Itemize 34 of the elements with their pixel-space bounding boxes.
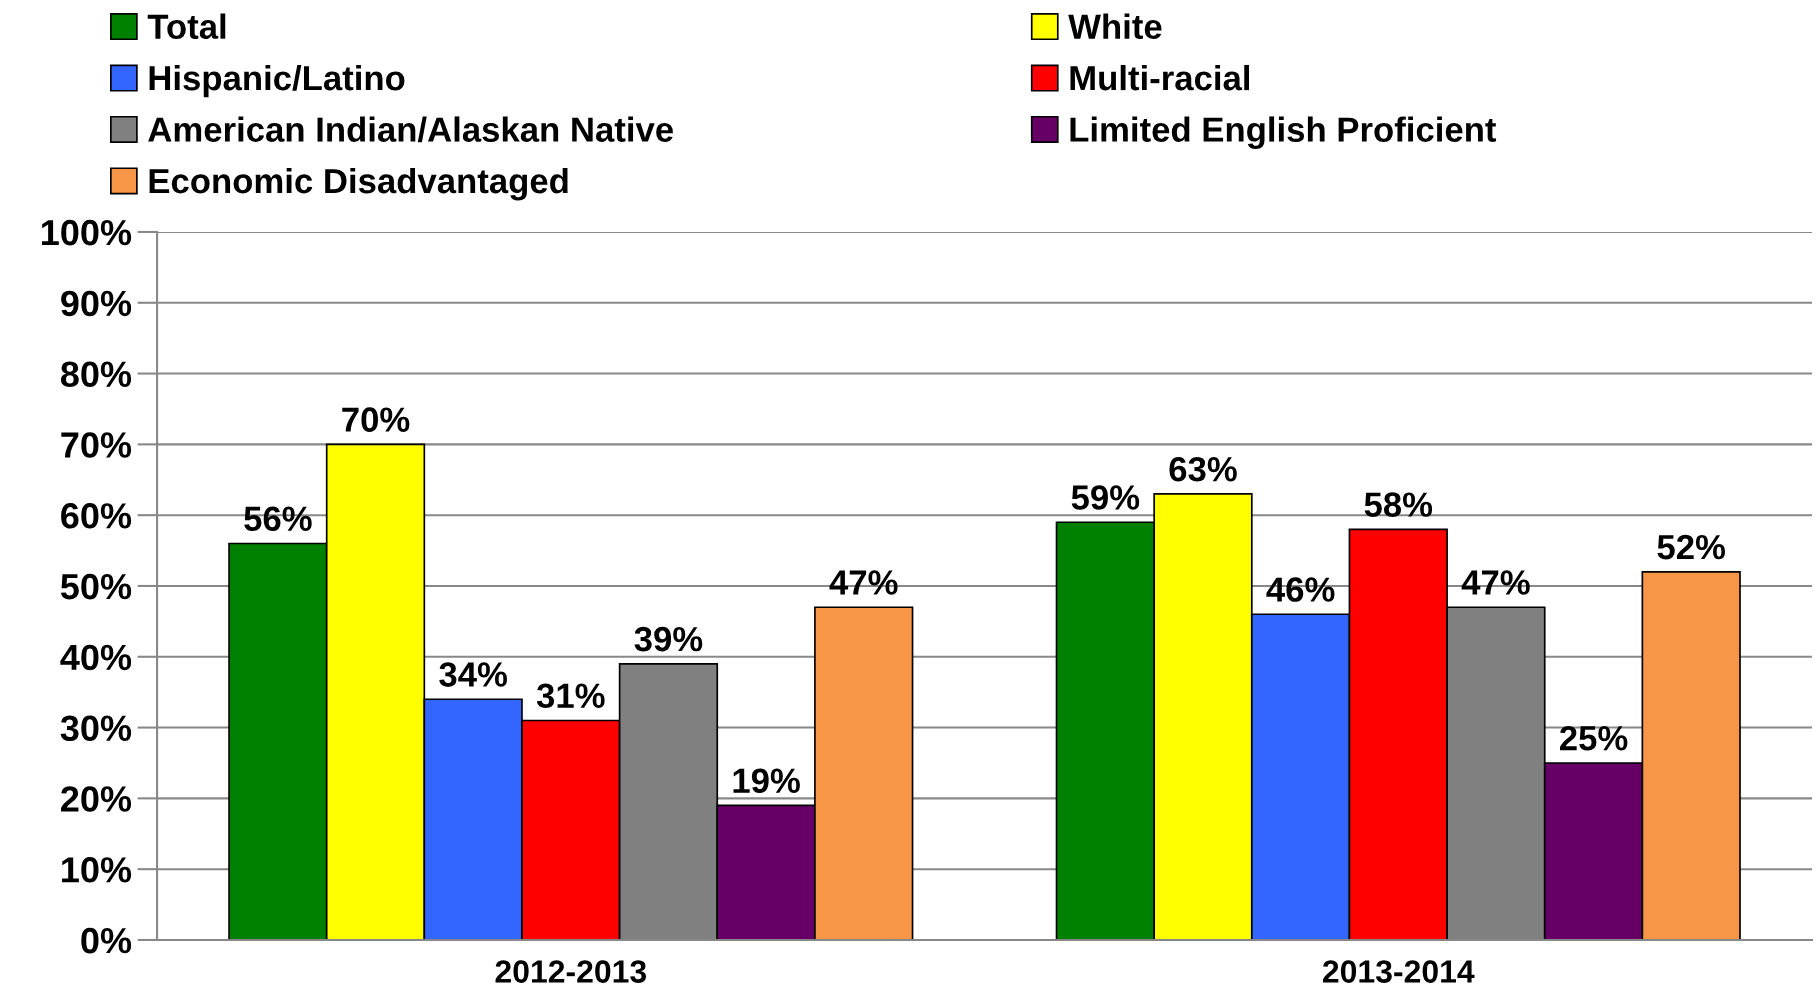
data-label: 39% bbox=[634, 626, 703, 652]
y-tick-label: 40% bbox=[60, 644, 132, 671]
data-label: 46% bbox=[1266, 577, 1335, 602]
legend-label: White bbox=[1068, 13, 1162, 39]
data-label: 59% bbox=[1071, 485, 1140, 510]
data-label: 47% bbox=[829, 570, 898, 595]
x-tick-label: 2013-2014 bbox=[1322, 960, 1475, 983]
y-tick-label: 10% bbox=[62, 857, 132, 883]
legend-label: Multi-racial bbox=[1070, 64, 1250, 91]
legend-label: American Indian/Alaskan Native bbox=[148, 116, 673, 143]
data-label: 47% bbox=[1461, 570, 1530, 595]
data-label: 56% bbox=[244, 506, 312, 532]
data-label: 58% bbox=[1364, 492, 1433, 517]
legend-label: Limited English Proficient bbox=[1070, 116, 1497, 149]
y-tick-label: 90% bbox=[61, 290, 132, 317]
data-label: 52% bbox=[1657, 534, 1726, 560]
data-label: 31% bbox=[536, 683, 605, 709]
y-tick-label: 100% bbox=[41, 219, 132, 246]
legend-label: Hispanic/Latino bbox=[149, 64, 405, 98]
y-tick-label: 30% bbox=[60, 715, 132, 742]
y-tick-label: 60% bbox=[61, 503, 132, 529]
y-tick-label: 70% bbox=[61, 432, 132, 458]
legend-label: Total bbox=[147, 13, 226, 39]
data-label: 70% bbox=[342, 407, 410, 432]
legend-label: Economic Disadvantaged bbox=[149, 167, 568, 201]
data-label: 19% bbox=[733, 768, 800, 794]
data-label: 34% bbox=[439, 662, 507, 687]
data-label: 63% bbox=[1169, 456, 1237, 482]
y-tick-label: 20% bbox=[61, 786, 132, 812]
y-tick-label: 80% bbox=[60, 361, 132, 388]
x-tick-label: 2012-2013 bbox=[495, 960, 647, 983]
y-tick-label: 0% bbox=[81, 927, 132, 954]
data-label: 25% bbox=[1560, 725, 1628, 751]
y-tick-label: 50% bbox=[60, 573, 132, 600]
